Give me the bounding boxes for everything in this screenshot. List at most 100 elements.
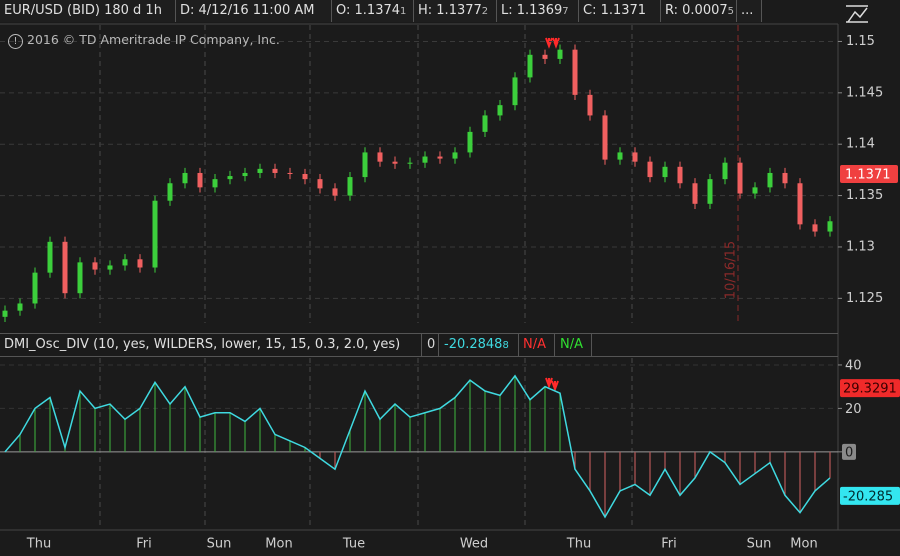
- x-tick-label: Thu: [26, 537, 51, 552]
- separator: [438, 334, 439, 356]
- date-box: D: 4/12/16 11:00 AM: [176, 0, 332, 22]
- symbol: EUR/USD (BID) 180 d 1h: [4, 3, 162, 18]
- event-arrows: [545, 37, 560, 392]
- high-tail: 2: [481, 6, 489, 17]
- study-status: -20.28488: [444, 334, 509, 357]
- candle-body: [392, 161, 398, 164]
- candle-body: [92, 262, 98, 270]
- y-tick-label: 1.15: [846, 34, 875, 49]
- candle-body: [77, 262, 83, 294]
- candle-body: [302, 174, 308, 180]
- y-tick-label: 20: [845, 402, 862, 417]
- ohlc-box: L: 1.13697: [497, 0, 579, 22]
- x-tick-label: Sun: [207, 537, 232, 552]
- separator: [554, 334, 555, 356]
- y-tick-label: 0: [845, 445, 853, 460]
- candle-body: [482, 115, 488, 132]
- last-price-badge: [840, 165, 898, 183]
- candle-body: [677, 166, 683, 184]
- last-price-label: 1.1371: [845, 168, 891, 183]
- candle-body: [272, 168, 278, 173]
- style-icon[interactable]: [846, 5, 868, 23]
- candle-body: [137, 259, 143, 268]
- study-status: N/A: [523, 337, 546, 352]
- ohlc-box: C: 1.1371: [579, 0, 661, 22]
- icon-path: [847, 7, 868, 23]
- low-tail: 7: [562, 6, 569, 17]
- candle-body: [797, 183, 803, 225]
- x-tick-label: Fri: [661, 537, 677, 552]
- date-marker-label: 10/16/15: [724, 241, 739, 299]
- value-badge-label: -20.285: [843, 489, 893, 504]
- bar-date: D: 4/12/16 11:00 AM: [180, 3, 315, 18]
- candle-body: [617, 152, 623, 160]
- candle-body: [332, 188, 338, 196]
- candle-body: [227, 176, 233, 180]
- info-icon[interactable]: !: [8, 34, 23, 49]
- separator: [421, 334, 422, 356]
- open-value: O: 1.1374: [336, 3, 401, 18]
- candle-body: [377, 152, 383, 162]
- y-tick-label: 1.14: [846, 137, 875, 152]
- candle-body: [197, 172, 203, 188]
- candle-body: [497, 105, 503, 116]
- symbol-box[interactable]: EUR/USD (BID) 180 d 1h: [0, 0, 176, 22]
- x-tick-label: Fri: [136, 537, 152, 552]
- more-box[interactable]: ...: [737, 0, 762, 22]
- candle-body: [527, 54, 533, 78]
- candle-body: [212, 179, 218, 188]
- candle-body: [512, 77, 518, 106]
- x-tick-label: Thu: [566, 537, 591, 552]
- candle-body: [557, 49, 563, 59]
- candle-body: [632, 152, 638, 162]
- candle-body: [542, 54, 548, 59]
- copyright: ! 2016 © TD Ameritrade IP Company, Inc.: [8, 32, 280, 49]
- candle-body: [422, 156, 428, 163]
- candle-body: [602, 115, 608, 160]
- candle-body: [107, 265, 113, 270]
- candle-body: [362, 152, 368, 178]
- low-value: L: 1.1369: [501, 3, 563, 18]
- study-header: DMI_Osc_DIV (10, yes, WILDERS, lower, 15…: [0, 333, 838, 357]
- separator: [518, 334, 519, 356]
- candle-body: [182, 172, 188, 184]
- x-tick-label: Sun: [747, 537, 772, 552]
- candle-body: [452, 152, 458, 159]
- separator: [591, 334, 592, 356]
- y-tick-label: 1.13: [846, 239, 875, 254]
- ohlc-box: O: 1.13741: [332, 0, 414, 22]
- ohlc-box: H: 1.13772: [414, 0, 497, 22]
- study-title[interactable]: DMI_Osc_DIV (10, yes, WILDERS, lower, 15…: [4, 337, 401, 352]
- ohlc-box: R: 0.00075: [661, 0, 737, 22]
- candle-body: [662, 166, 668, 178]
- candle-body: [692, 183, 698, 204]
- value-badge: [840, 379, 900, 398]
- close-value: C: 1.1371: [583, 3, 647, 18]
- value-badge: [840, 486, 900, 505]
- x-tick-label: Mon: [790, 537, 817, 552]
- y-tick-label: 1.125: [846, 291, 883, 306]
- candle-body: [647, 161, 653, 178]
- y-tick-label: 40: [845, 358, 862, 373]
- candle-body: [347, 177, 353, 196]
- y-tick-label: 1.145: [846, 85, 883, 100]
- x-tick-label: Mon: [265, 537, 292, 552]
- candle-body: [167, 183, 173, 201]
- candle-body: [62, 241, 68, 294]
- candle-body: [572, 49, 578, 95]
- candle-body: [812, 224, 818, 232]
- zero-badge: [842, 443, 856, 460]
- copyright-text: 2016 © TD Ameritrade IP Company, Inc.: [27, 32, 280, 47]
- candle-body: [287, 172, 293, 174]
- candle-body: [437, 156, 443, 159]
- study-status: N/A: [560, 337, 583, 352]
- x-tick-label: Tue: [342, 537, 365, 552]
- study-status: 0: [427, 337, 436, 352]
- candle-body: [257, 168, 263, 173]
- signal-arrow: [545, 377, 559, 392]
- candle-body: [407, 162, 413, 164]
- candle-body: [782, 172, 788, 184]
